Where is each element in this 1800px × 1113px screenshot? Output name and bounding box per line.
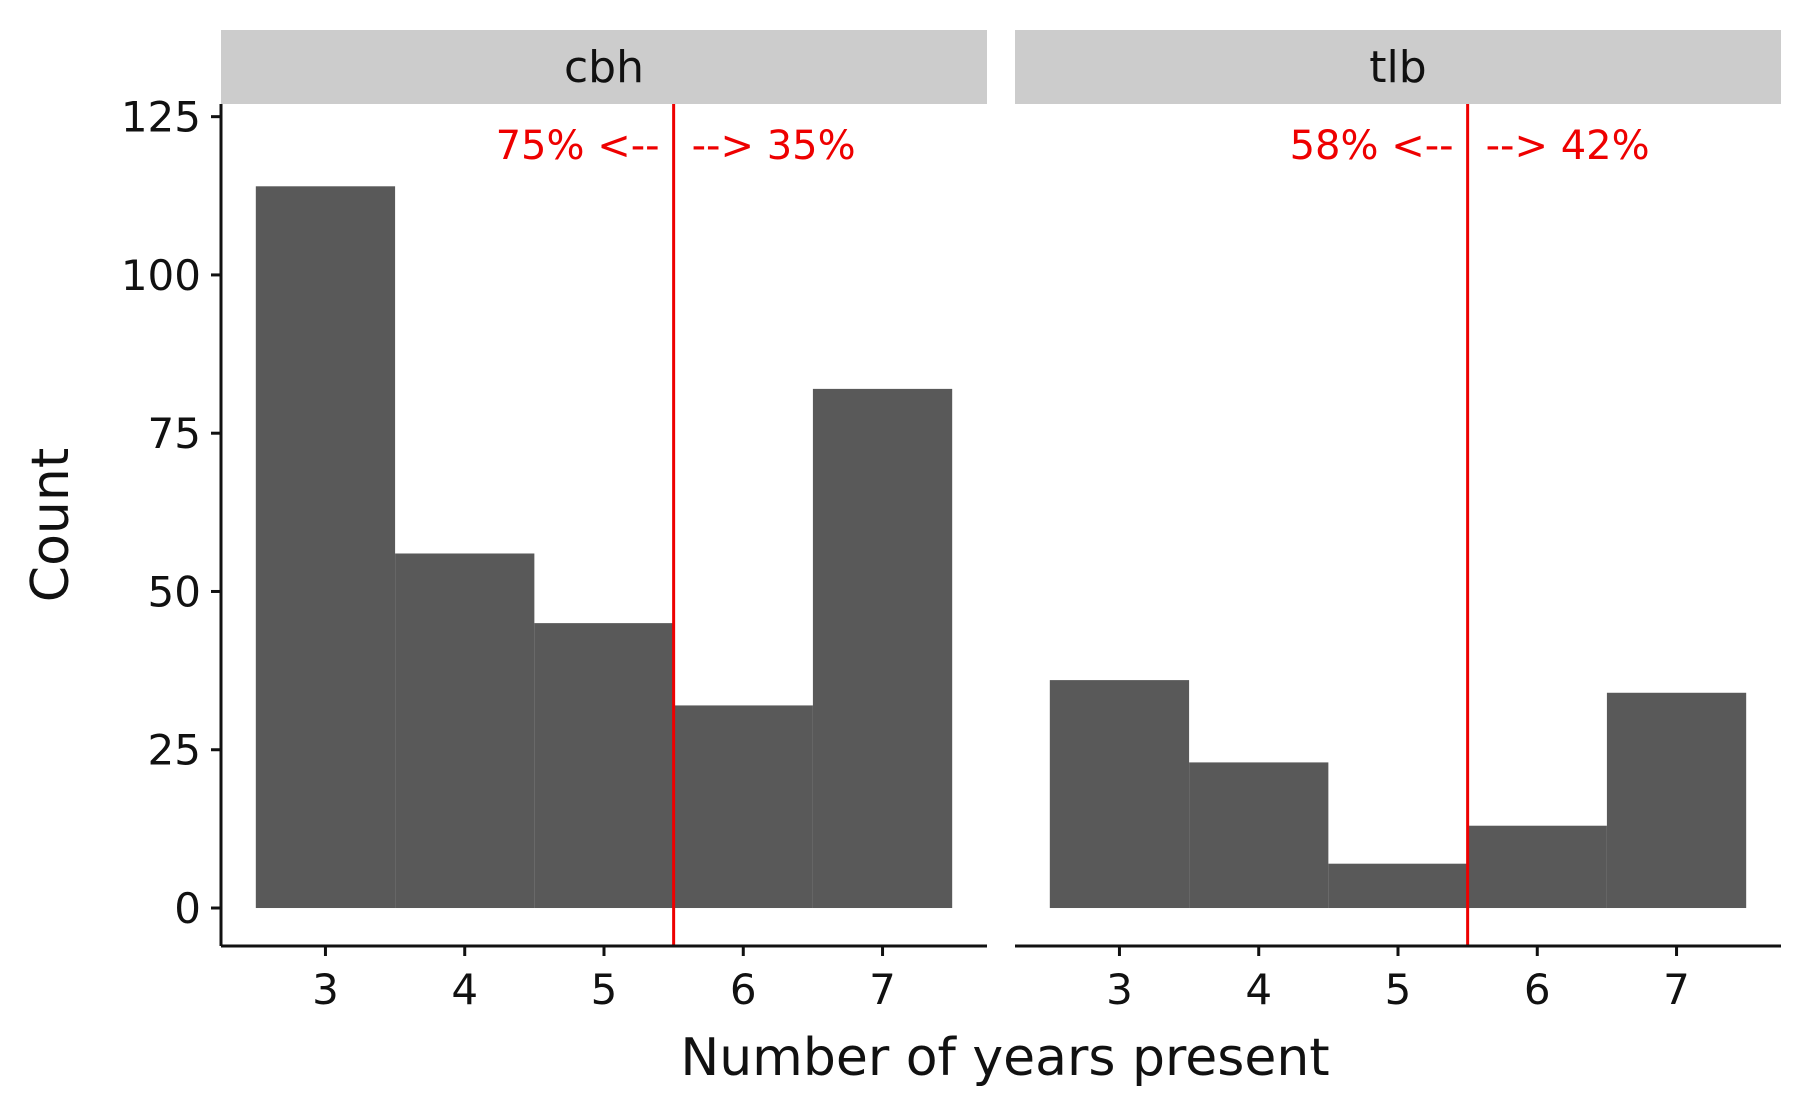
x-tick-label: 5 (1385, 965, 1412, 1014)
y-tick-label: 125 (121, 93, 201, 142)
strip-label: cbh (564, 42, 644, 93)
x-axis-title: Number of years present (680, 1028, 1329, 1088)
y-axis: 0 25 50 75 100 125 (121, 93, 223, 946)
histogram-bar (673, 705, 813, 909)
x-tick-label: 5 (591, 965, 618, 1014)
strip-background (221, 30, 987, 104)
histogram-bar (1328, 863, 1468, 909)
strip-label: tlb (1369, 42, 1426, 93)
annotation-right: --> 35% (692, 123, 856, 169)
panel-cbh: cbh 75% <-- --> 35% 3 4 5 6 7 (221, 30, 987, 1014)
annotation-right: --> 42% (1486, 123, 1650, 169)
histogram-bar (812, 388, 953, 909)
y-tick-label: 25 (148, 726, 201, 775)
y-tick-label: 75 (148, 409, 201, 458)
histogram-bar (1467, 825, 1607, 909)
y-tick-label: 0 (174, 884, 201, 933)
histogram-bar (1189, 762, 1329, 909)
annotation-left: 58% <-- (1290, 123, 1454, 169)
panel-tlb: tlb 58% <-- --> 42% 3 4 5 6 7 (1015, 30, 1781, 1014)
x-tick-label: 4 (451, 965, 478, 1014)
histogram-bar (1606, 692, 1747, 909)
y-tick-label: 50 (148, 567, 201, 616)
x-tick-label: 7 (869, 965, 896, 1014)
x-tick-label: 3 (1106, 965, 1133, 1014)
histogram-bar (395, 553, 535, 909)
panels: cbh 75% <-- --> 35% 3 4 5 6 7 tlb 58% <-- --> 42% 3… (221, 30, 1781, 1014)
y-axis-title: Count (21, 448, 81, 602)
strip-background (1015, 30, 1781, 104)
annotation-left: 75% <-- (496, 123, 660, 169)
x-tick-label: 4 (1245, 965, 1272, 1014)
x-tick-label: 3 (312, 965, 339, 1014)
x-tick-label: 6 (1524, 965, 1551, 1014)
x-tick-label: 7 (1663, 965, 1690, 1014)
x-tick-label: 6 (730, 965, 757, 1014)
y-tick-label: 100 (121, 251, 201, 300)
histogram-bar (255, 186, 396, 909)
histogram-bar (1049, 680, 1190, 909)
histogram-bar (534, 623, 674, 909)
